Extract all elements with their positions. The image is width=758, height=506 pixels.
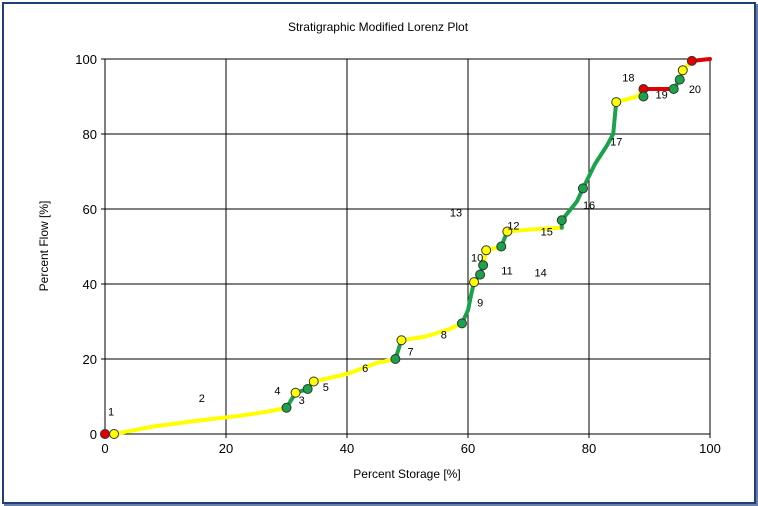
segment-marker — [556, 215, 567, 226]
segment-label: 15 — [541, 226, 553, 238]
segment-label: 18 — [622, 73, 634, 85]
y-tick-label: 40 — [83, 277, 97, 292]
segment-marker — [390, 354, 401, 364]
segment-label: 10 — [471, 253, 483, 265]
segment-marker — [302, 384, 313, 394]
curve-segment — [459, 280, 477, 326]
segment-label: 16 — [583, 200, 595, 212]
segment-label: 1 — [108, 406, 114, 418]
y-tick-label: 60 — [83, 202, 97, 217]
y-tick-label: 100 — [75, 52, 97, 67]
segment-markers — [100, 55, 697, 439]
segment-marker — [281, 402, 292, 413]
grid — [104, 58, 711, 435]
x-tick-label: 60 — [461, 441, 475, 456]
segment-label: 4 — [274, 386, 280, 398]
x-ticks: 0 20 40 60 80 100 — [101, 434, 721, 456]
segment-label: 8 — [441, 329, 447, 341]
x-tick-label: 80 — [582, 441, 596, 456]
x-axis-label: Percent Storage [%] — [353, 467, 460, 481]
segment-marker — [109, 429, 120, 439]
segment-marker — [496, 241, 507, 252]
segment-label: 14 — [535, 268, 547, 280]
segment-label: 17 — [610, 136, 622, 148]
segment-marker — [308, 376, 319, 387]
segment-marker — [502, 226, 513, 237]
x-tick-label: 100 — [699, 441, 721, 456]
segment-marker — [396, 335, 407, 346]
y-axis-label: Percent Flow [%] — [37, 201, 51, 292]
y-tick-label: 80 — [83, 127, 97, 142]
curve-segment — [311, 357, 398, 384]
segment-marker — [686, 55, 697, 66]
segment-label: 12 — [507, 221, 519, 233]
segment-label: 20 — [689, 84, 701, 96]
segment-marker — [677, 65, 688, 76]
curve-segment — [581, 100, 619, 191]
segment-label: 3 — [299, 395, 305, 407]
segment-marker — [100, 429, 110, 439]
segment-marker — [638, 91, 649, 102]
x-tick-label: 20 — [219, 441, 233, 456]
curve-segment — [112, 405, 289, 436]
segment-marker — [456, 318, 467, 329]
segment-marker — [475, 269, 486, 280]
segment-label: 11 — [501, 266, 512, 278]
segment-marker — [478, 260, 489, 271]
chart-title: Stratigraphic Modified Lorenz Plot — [288, 20, 469, 34]
segment-label: 6 — [362, 363, 368, 375]
segment-label: 13 — [450, 208, 462, 220]
segment-label: 5 — [323, 382, 329, 394]
segment-marker — [611, 97, 622, 108]
curve-segment — [505, 225, 564, 234]
segment-marker — [674, 74, 685, 85]
y-tick-label: 20 — [83, 352, 97, 367]
x-tick-label: 0 — [101, 441, 108, 456]
curve-segment — [399, 321, 464, 343]
segment-marker — [469, 277, 480, 288]
segment-marker — [668, 84, 679, 94]
y-ticks: 0 20 40 60 80 100 — [75, 52, 105, 442]
segment-marker — [577, 183, 588, 194]
x-tick-label: 40 — [340, 441, 354, 456]
segment-marker — [481, 245, 492, 256]
segment-marker — [290, 387, 301, 398]
y-tick-label: 0 — [90, 427, 97, 442]
segment-label: 9 — [477, 298, 483, 310]
segment-label: 19 — [656, 89, 668, 101]
plot-area — [104, 58, 711, 435]
segment-label: 7 — [408, 346, 414, 358]
segment-label: 2 — [199, 393, 205, 405]
